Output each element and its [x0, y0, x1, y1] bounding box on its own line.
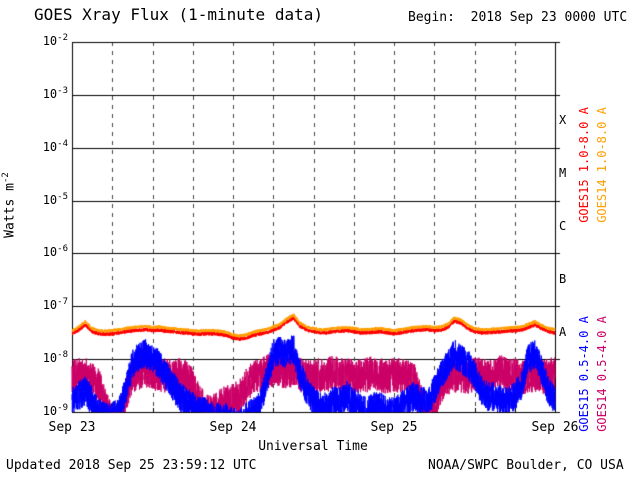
x-tick-label: Sep 23	[48, 420, 96, 435]
y-tick-label: 10-3	[42, 85, 68, 101]
legend-goes14-long: GOES14 1.0-8.0 A	[595, 107, 609, 223]
flare-class-label: M	[559, 166, 567, 181]
legend-goes15-long: GOES15 1.0-8.0 A	[577, 107, 591, 223]
x-tick-label: Sep 24	[209, 420, 257, 435]
flare-class-label: C	[559, 219, 567, 233]
x-tick-label: Sep 26	[531, 420, 579, 435]
y-axis-label: Watts m-2	[1, 160, 19, 250]
flare-class-label: A	[559, 324, 567, 339]
y-tick-label: 10-9	[42, 403, 68, 418]
y-tick-label: 10-6	[42, 244, 68, 260]
y-axis-label-exponent: -2	[1, 172, 11, 184]
y-tick-label: 10-5	[42, 191, 68, 207]
flare-class-label: X	[559, 113, 567, 128]
updated-timestamp: Updated 2018 Sep 25 23:59:12 UTC	[6, 458, 257, 473]
begin-timestamp: Begin: 2018 Sep 23 0000 UTC	[408, 10, 628, 25]
x-tick-label: Sep 25	[370, 420, 418, 435]
x-axis-label: Universal Time	[258, 439, 368, 454]
legend-goes14-short: GOES14 0.5-4.0 A	[595, 316, 609, 432]
flare-class-label: B	[559, 271, 567, 286]
y-tick-label: 10-4	[42, 138, 68, 154]
y-tick-label: 10-8	[42, 350, 68, 366]
y-tick-label: 10-2	[42, 33, 68, 48]
credit-label: NOAA/SWPC Boulder, CO USA	[428, 458, 624, 473]
chart-title: GOES Xray Flux (1-minute data)	[34, 5, 323, 24]
y-tick-label: 10-7	[42, 297, 68, 313]
y-axis-label-text: Watts m	[2, 183, 18, 238]
